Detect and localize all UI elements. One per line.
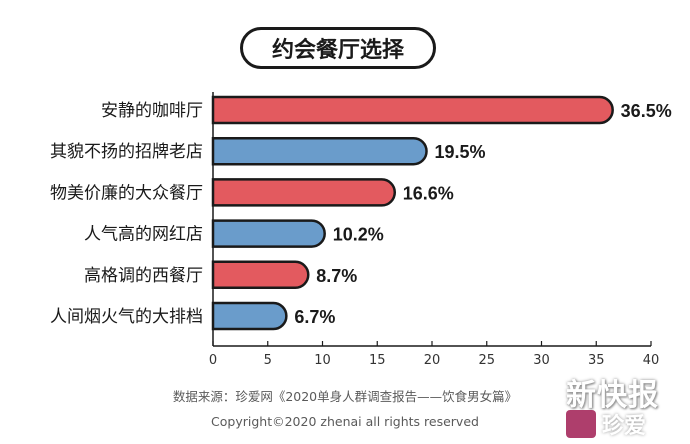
data-label: 10.2% — [333, 225, 384, 245]
x-tick-label: 35 — [588, 353, 605, 368]
bar — [211, 136, 428, 166]
copyright-text: Copyright©2020 zhenai all rights reserve… — [211, 414, 479, 429]
x-tick-label: 40 — [643, 353, 660, 368]
xinkuaibao-logo: 新快报 珍爱 — [556, 368, 686, 442]
bar — [211, 219, 326, 248]
data-label: 16.6% — [403, 183, 454, 203]
category-label: 高格调的西餐厅 — [84, 266, 203, 286]
data-label: 36.5% — [621, 101, 672, 121]
logo-badge — [566, 410, 596, 438]
x-tick-label: 0 — [209, 353, 217, 368]
data-label: 6.7% — [294, 307, 335, 327]
category-label: 安静的咖啡厅 — [101, 101, 203, 121]
bar — [211, 178, 397, 207]
logo-sub-text: 珍爱 — [602, 414, 647, 439]
x-tick-label: 5 — [264, 353, 272, 368]
chart-title: 约会餐厅选择 — [240, 27, 436, 69]
data-label: 19.5% — [435, 142, 486, 162]
x-tick-label: 30 — [533, 353, 550, 368]
data-label: 8.7% — [316, 266, 357, 286]
data-source-note: 数据来源：珍爱网《2020单身人群调查报告——饮食男女篇》 — [172, 389, 518, 404]
category-label: 物美价廉的大众餐厅 — [50, 183, 203, 203]
bar — [211, 301, 288, 331]
bar — [211, 260, 310, 290]
x-tick-label: 10 — [314, 353, 331, 368]
x-tick-label: 15 — [369, 353, 386, 368]
x-tick-label: 20 — [424, 353, 441, 368]
logo-main-text: 新快报 — [566, 378, 659, 413]
category-label: 其貌不扬的招牌老店 — [50, 142, 203, 162]
category-label: 人间烟火气的大排档 — [50, 307, 203, 327]
bar — [211, 95, 614, 125]
category-label: 人气高的网红店 — [84, 225, 203, 245]
x-tick-label: 25 — [478, 353, 495, 368]
